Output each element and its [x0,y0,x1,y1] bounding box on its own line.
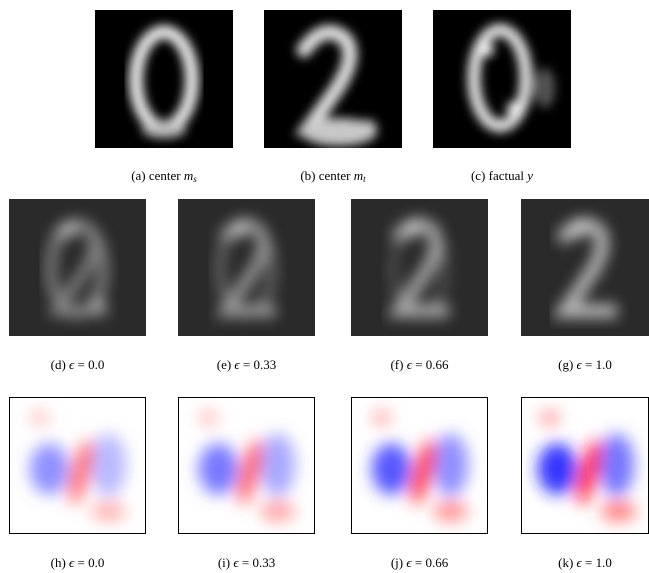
caption-k: (k) ϵ = 1.0 [558,555,612,570]
panel-i-eps-033-diff [178,397,315,534]
caption-f: (f) ϵ = 0.66 [390,357,449,372]
caption-d: (d) ϵ = 0.0 [50,357,105,372]
caption-a: (a) center ms [131,168,197,184]
caption-g: (g) ϵ = 1.0 [558,357,612,372]
caption-j: (j) ϵ = 0.66 [390,555,449,570]
panel-f-eps-066 [351,199,488,336]
panel-k-eps-1-diff [521,397,649,534]
panel-e-eps-033 [178,199,315,336]
panel-h-eps-0-diff [9,397,146,534]
panel-c-factual-y [433,10,571,148]
panel-a-center-ms [95,10,233,148]
panel-j-eps-066-diff [351,397,488,534]
caption-c: (c) factual y [470,168,534,183]
panel-g-eps-1 [521,199,649,336]
caption-e: (e) ϵ = 0.33 [216,357,277,372]
panel-d-eps-0 [9,199,146,336]
caption-b: (b) center mt [300,168,366,184]
caption-h: (h) ϵ = 0.0 [50,555,105,570]
caption-i: (i) ϵ = 0.33 [217,555,276,570]
panel-b-center-mt [264,10,402,148]
